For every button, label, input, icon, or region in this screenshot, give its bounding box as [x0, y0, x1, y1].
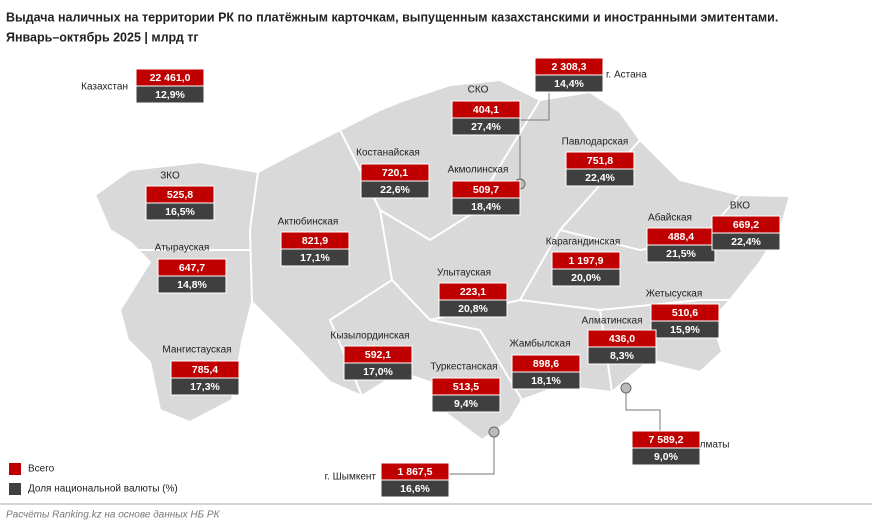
region-total: 669,2	[733, 219, 759, 231]
region-share: 17,3%	[190, 381, 220, 393]
region-share: 20,0%	[571, 272, 601, 284]
leader-lines	[449, 93, 661, 475]
region-total: 647,7	[179, 262, 205, 274]
region-total: 821,9	[302, 235, 328, 247]
region-total: 488,4	[668, 231, 694, 243]
share-box	[170, 377, 240, 396]
share-box	[380, 479, 450, 498]
region-share: 18,1%	[531, 375, 561, 387]
region-name: г. Шымкент	[325, 472, 377, 483]
region-name: Абайская	[648, 212, 692, 224]
region-name: Павлодарская	[562, 137, 629, 148]
region-total: 751,8	[587, 155, 613, 167]
region-share: 21,5%	[666, 248, 696, 260]
footer: Расчёты Ranking.kz на основе данных НБ Р…	[6, 510, 221, 521]
region-share: 14,4%	[554, 78, 584, 90]
region-share: 17,1%	[300, 252, 330, 264]
share-box	[534, 74, 604, 93]
region-name: Казахстан	[81, 82, 128, 93]
subtitle: Январь–октябрь 2025 | млрд тг	[6, 30, 199, 44]
region-total: 404,1	[473, 104, 499, 116]
region-total: 223,1	[460, 286, 486, 298]
share-box	[711, 232, 781, 251]
region-name: г. Алматы	[685, 440, 729, 451]
share-box	[431, 394, 501, 413]
legend-share: Доля национальной валюты (%)	[28, 484, 178, 495]
region-share: 18,4%	[471, 201, 501, 213]
legend-total-swatch	[9, 463, 21, 475]
share-box	[145, 202, 215, 221]
region-share: 8,3%	[610, 350, 635, 362]
region-name: ЗКО	[160, 171, 180, 182]
region-total: 509,7	[473, 184, 499, 196]
share-box	[360, 180, 430, 199]
region-total: 510,6	[672, 307, 698, 319]
region-share: 14,8%	[177, 279, 207, 291]
region-name: Жетысуская	[646, 289, 703, 300]
region-total: 2 308,3	[551, 61, 586, 73]
share-box	[646, 244, 716, 263]
share-box	[587, 346, 657, 365]
region-share: 16,6%	[400, 483, 430, 495]
region-total: 898,6	[533, 358, 559, 370]
region-share: 20,8%	[458, 303, 488, 315]
share-box	[565, 168, 635, 187]
title: Выдача наличных на территории РК по плат…	[6, 10, 778, 24]
share-box	[551, 268, 621, 287]
region-share: 22,6%	[380, 184, 410, 196]
region-share: 22,4%	[731, 236, 761, 248]
region-share: 12,9%	[155, 89, 185, 101]
region-name: г. Астана	[606, 70, 647, 81]
region-total: 22 461,0	[150, 72, 191, 84]
region-share: 16,5%	[165, 206, 195, 218]
region-name: Жамбылская	[510, 338, 571, 350]
legend-total: Всего	[28, 464, 55, 475]
region-total: 7 589,2	[648, 434, 683, 446]
region-total: 592,1	[365, 349, 391, 361]
region-total: 720,1	[382, 167, 408, 179]
region-name: Костанайская	[356, 148, 420, 159]
share-box	[451, 197, 521, 216]
region-total: 436,0	[609, 333, 635, 345]
region-share: 22,4%	[585, 172, 615, 184]
region-name: Атырауская	[155, 243, 210, 254]
region-total: 1 197,9	[568, 255, 603, 267]
region-total: 525,8	[167, 189, 193, 201]
share-box	[438, 299, 508, 318]
region-name: ВКО	[730, 201, 750, 212]
region-name: Акмолинская	[448, 165, 509, 176]
region-name: Карагандинская	[546, 237, 621, 248]
share-box	[343, 362, 413, 381]
region-name: Туркестанская	[430, 362, 497, 373]
region-name: Алматинская	[582, 316, 643, 327]
region-share: 17,0%	[363, 366, 393, 378]
region-share: 9,0%	[654, 451, 679, 463]
share-box	[511, 371, 581, 390]
region-name: Кызылординская	[330, 331, 409, 342]
share-box	[451, 117, 521, 136]
region-share: 9,4%	[454, 398, 479, 410]
region-name: Актюбинская	[278, 216, 339, 228]
region-name: Мангистауская	[162, 345, 231, 356]
region-total: 1 867,5	[397, 466, 432, 478]
region-name: СКО	[468, 85, 489, 96]
region-share: 15,9%	[670, 324, 700, 336]
share-box	[157, 275, 227, 294]
region-name: Улытауская	[437, 268, 491, 279]
legend-share-swatch	[9, 483, 21, 495]
share-box	[631, 447, 701, 466]
region-share: 27,4%	[471, 121, 501, 133]
region-total: 785,4	[192, 364, 218, 376]
share-box	[280, 248, 350, 267]
share-box	[135, 85, 205, 104]
region-total: 513,5	[453, 381, 479, 393]
